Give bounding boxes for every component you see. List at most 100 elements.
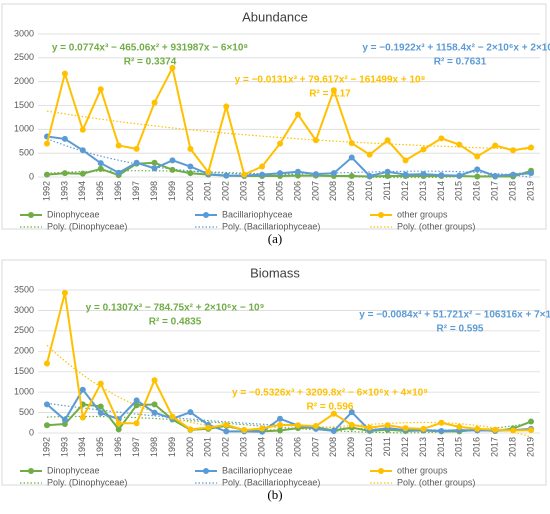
data-point xyxy=(151,409,158,416)
trendline xyxy=(46,110,532,150)
data-point xyxy=(528,144,535,151)
data-point xyxy=(187,409,194,416)
data-point xyxy=(97,165,104,172)
caption: (a) xyxy=(268,231,282,246)
x-tick-label: 2005 xyxy=(274,181,284,201)
x-tick-label: 1995 xyxy=(95,181,105,201)
data-point xyxy=(384,173,391,180)
data-point xyxy=(456,423,463,430)
data-point xyxy=(205,169,212,176)
x-tick-label: 1995 xyxy=(95,437,105,457)
chart-frame xyxy=(1,3,547,230)
x-tick-label: 2007 xyxy=(310,181,320,201)
data-point xyxy=(277,427,284,434)
data-point xyxy=(169,157,176,164)
x-tick-label: 1992 xyxy=(41,437,51,457)
data-point xyxy=(151,401,158,408)
data-point xyxy=(223,103,230,110)
x-tick-label: 1997 xyxy=(131,181,141,201)
data-point xyxy=(79,126,86,133)
data-point xyxy=(348,140,355,147)
data-point xyxy=(61,416,68,423)
legend-label: Dinophyceae xyxy=(47,209,100,219)
y-tick-label: 1000 xyxy=(14,387,34,397)
data-point xyxy=(97,409,104,416)
x-tick-label: 2011 xyxy=(382,437,392,456)
y-tick-label: 2500 xyxy=(14,325,34,335)
legend-label: other groups xyxy=(397,209,448,219)
data-point xyxy=(79,414,86,421)
x-tick-label: 1996 xyxy=(113,437,123,457)
data-point xyxy=(366,151,373,158)
data-point xyxy=(97,160,104,167)
data-point xyxy=(330,410,337,417)
x-tick-label: 1999 xyxy=(167,181,177,201)
data-point xyxy=(277,421,284,428)
data-point xyxy=(438,427,445,434)
data-point xyxy=(205,424,212,431)
x-tick-label: 2003 xyxy=(239,181,249,201)
legend-marker xyxy=(378,212,384,218)
data-point xyxy=(187,170,194,177)
data-point xyxy=(456,141,463,148)
x-tick-label: 2014 xyxy=(436,181,446,201)
data-point xyxy=(402,425,409,432)
data-point xyxy=(133,145,140,152)
data-point xyxy=(133,159,140,166)
data-point xyxy=(492,173,499,180)
data-point xyxy=(510,147,517,154)
series-line xyxy=(46,64,532,176)
data-point xyxy=(97,380,104,387)
data-point xyxy=(402,171,409,178)
x-tick-label: 2008 xyxy=(328,181,338,201)
data-point xyxy=(97,86,104,93)
data-point xyxy=(438,419,445,426)
data-point xyxy=(61,135,68,142)
data-point xyxy=(384,422,391,429)
data-point xyxy=(43,360,50,367)
legend-marker xyxy=(203,468,209,474)
data-point xyxy=(510,427,517,434)
data-point xyxy=(97,403,104,410)
data-point xyxy=(474,166,481,173)
data-point xyxy=(294,422,301,429)
legend-label: Dinophyceae xyxy=(47,465,100,475)
data-point xyxy=(492,426,499,433)
chart-frame xyxy=(1,259,547,486)
x-tick-label: 2011 xyxy=(382,181,392,200)
x-tick-label: 2009 xyxy=(346,437,356,457)
trend-equation: y = 0.1307x³ − 784.75x² + 2×10⁶x − 10⁹ xyxy=(86,303,265,314)
data-point xyxy=(133,397,140,404)
legend-label: other groups xyxy=(397,465,448,475)
data-point xyxy=(384,137,391,144)
x-tick-label: 2009 xyxy=(346,181,356,201)
y-tick-label: 500 xyxy=(19,407,34,417)
x-tick-label: 1993 xyxy=(59,181,69,201)
legend-marker xyxy=(203,212,209,218)
legend-label: Bacillariophyceae xyxy=(222,209,293,219)
legend-marker xyxy=(378,468,384,474)
trend-r2: R² = 0.4835 xyxy=(149,317,202,328)
data-point xyxy=(402,157,409,164)
legend-marker xyxy=(28,468,34,474)
x-tick-label: 2013 xyxy=(418,437,428,457)
y-tick-label: 1500 xyxy=(14,366,34,376)
data-point xyxy=(187,163,194,170)
data-point xyxy=(294,111,301,118)
series-line xyxy=(46,387,532,433)
x-tick-label: 2004 xyxy=(256,181,266,201)
x-tick-label: 2002 xyxy=(221,437,231,457)
y-tick-label: 3000 xyxy=(14,28,34,38)
caption: (b) xyxy=(267,487,282,502)
data-point xyxy=(366,173,373,180)
x-tick-label: 2019 xyxy=(525,181,535,201)
data-point xyxy=(133,420,140,427)
x-tick-label: 1996 xyxy=(113,181,123,201)
y-tick-label: 500 xyxy=(19,148,34,158)
data-point xyxy=(474,173,481,180)
data-point xyxy=(456,172,463,179)
chart-title: Biomass xyxy=(250,265,300,280)
x-tick-label: 2010 xyxy=(364,181,374,201)
data-point xyxy=(151,159,158,166)
